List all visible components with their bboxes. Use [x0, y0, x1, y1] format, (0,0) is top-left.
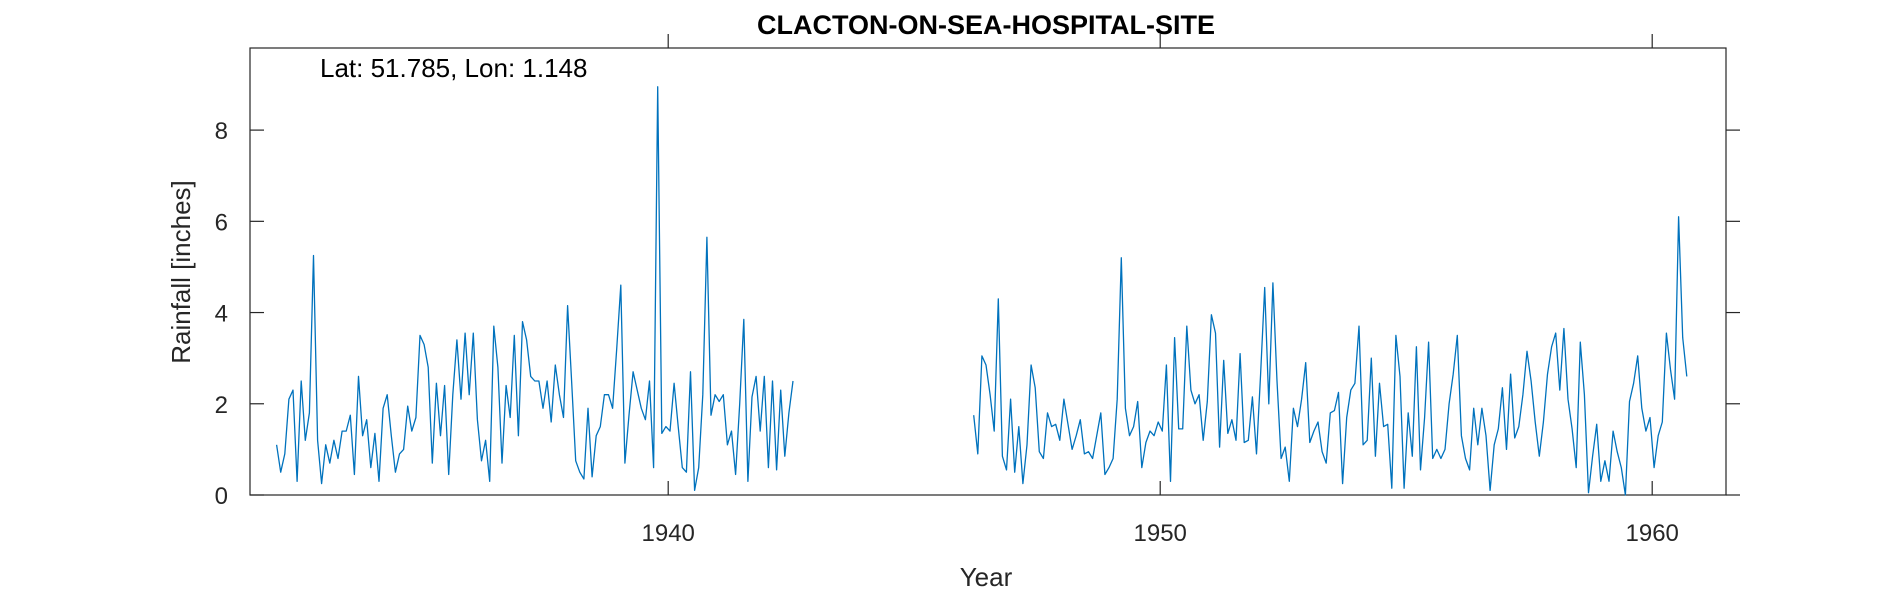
- y-tick-label: 6: [215, 209, 228, 236]
- rainfall-line-segment-2: [973, 216, 1688, 496]
- location-annotation: Lat: 51.785, Lon: 1.148: [320, 53, 587, 83]
- y-tick-label: 8: [215, 118, 228, 145]
- x-axis: 1940 1950 1960: [642, 34, 1679, 547]
- rainfall-line-segment-1: [275, 86, 794, 492]
- x-tick-label: 1950: [1134, 520, 1187, 547]
- x-tick-label: 1960: [1626, 520, 1679, 547]
- rainfall-series: [275, 86, 1688, 496]
- y-tick-label: 4: [215, 301, 228, 328]
- y-tick-label: 2: [215, 392, 228, 419]
- x-axis-label: Year: [960, 562, 1013, 591]
- y-axis: 0 2 4 6 8: [215, 118, 1740, 510]
- plot-area: [249, 47, 1727, 496]
- y-axis-label: Rainfall [inches]: [166, 180, 196, 364]
- y-tick-label: 0: [215, 483, 228, 510]
- chart-title: CLACTON-ON-SEA-HOSPITAL-SITE: [757, 10, 1215, 40]
- x-tick-label: 1940: [642, 520, 695, 547]
